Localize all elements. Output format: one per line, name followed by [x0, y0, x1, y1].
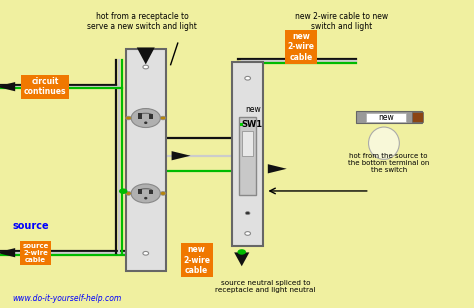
Text: source neutral spliced to
receptacle and light neutral: source neutral spliced to receptacle and… — [215, 280, 316, 293]
Polygon shape — [137, 47, 155, 64]
Bar — [240, 123, 243, 126]
Text: new: new — [378, 113, 394, 122]
Circle shape — [245, 232, 250, 235]
Text: www.do-it-yourself-help.com: www.do-it-yourself-help.com — [12, 294, 121, 303]
Ellipse shape — [144, 197, 147, 200]
Circle shape — [119, 188, 128, 194]
Text: SW1: SW1 — [241, 120, 262, 129]
Polygon shape — [0, 248, 15, 257]
Bar — [412, 112, 423, 122]
Circle shape — [126, 116, 131, 120]
Text: circuit
continues: circuit continues — [24, 77, 66, 96]
Bar — [138, 189, 142, 194]
Bar — [138, 113, 142, 119]
Circle shape — [143, 65, 148, 69]
Circle shape — [160, 192, 166, 195]
Circle shape — [292, 56, 301, 62]
Bar — [242, 131, 253, 156]
Circle shape — [245, 212, 250, 215]
Text: new
2-wire
cable: new 2-wire cable — [288, 32, 314, 62]
Circle shape — [237, 249, 246, 255]
Polygon shape — [268, 164, 287, 173]
Text: new: new — [246, 105, 261, 114]
Ellipse shape — [144, 121, 147, 124]
Bar — [149, 189, 153, 194]
Bar — [126, 49, 166, 271]
Text: source: source — [12, 221, 49, 231]
Bar — [366, 113, 406, 122]
Text: new 2-wire cable to new
switch and light: new 2-wire cable to new switch and light — [295, 12, 388, 31]
Text: hot from the source to
the bottom terminal on
the switch: hot from the source to the bottom termin… — [348, 153, 429, 173]
Bar — [232, 62, 263, 246]
Circle shape — [131, 184, 160, 203]
Polygon shape — [0, 82, 15, 91]
Text: source
2-wire
cable: source 2-wire cable — [22, 243, 49, 263]
Circle shape — [160, 116, 166, 120]
Circle shape — [126, 192, 131, 195]
Bar — [239, 117, 256, 195]
Ellipse shape — [368, 127, 399, 159]
Bar — [149, 114, 153, 119]
Polygon shape — [172, 151, 191, 160]
Bar — [356, 111, 422, 123]
Polygon shape — [234, 253, 249, 266]
Text: new
2-wire
cable: new 2-wire cable — [183, 245, 210, 275]
Text: hot from a receptacle to
serve a new switch and light: hot from a receptacle to serve a new swi… — [87, 12, 197, 31]
Circle shape — [131, 108, 160, 128]
Circle shape — [143, 251, 148, 255]
Circle shape — [245, 76, 250, 80]
